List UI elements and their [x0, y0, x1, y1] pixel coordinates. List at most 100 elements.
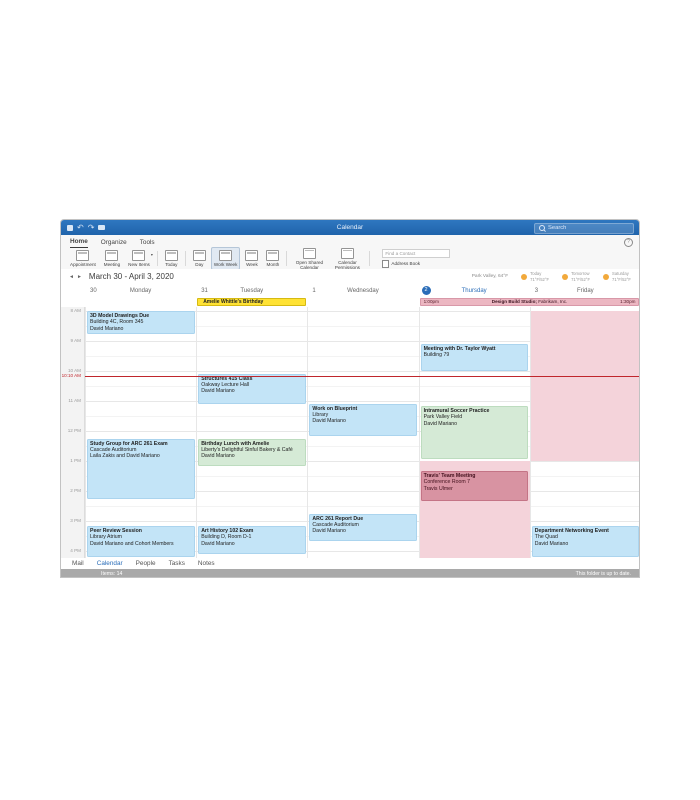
- outlook-window: ↶ ↷ Calendar Search Home Organize Tools ? …: [60, 219, 640, 578]
- group-divider: [369, 251, 371, 266]
- event-location: Park Valley Field: [423, 414, 463, 421]
- hour-line: [85, 311, 639, 312]
- weather-day-text: Tomorrow 71°F/52°F: [571, 271, 590, 281]
- day-column-friday[interactable]: Department Networking Event The Quad David…: [529, 307, 639, 558]
- print-icon[interactable]: [98, 225, 106, 230]
- event-art-history-102-exam[interactable]: Art History 102 Exam Building D, Room D-1…: [198, 526, 306, 554]
- day-column-wednesday[interactable]: Work on Blueprint Library David Mariano ARC…: [307, 307, 418, 558]
- half-hour-line: [85, 506, 639, 507]
- event-structures-415-class[interactable]: Structures 415 Class Oakway Lecture Hall D…: [198, 373, 306, 404]
- meeting-button[interactable]: Meeting: [101, 247, 123, 269]
- new-items-label: New Items: [128, 262, 150, 268]
- day-name: Thursday: [461, 287, 487, 294]
- event-peer-review-session[interactable]: Peer Review Session Library Atrium David M…: [87, 526, 195, 557]
- address-book-button[interactable]: Address Book: [382, 259, 450, 268]
- ribbon-tab-home[interactable]: Home: [70, 238, 88, 248]
- hour-line: [85, 491, 639, 492]
- event-location: Building 79: [423, 351, 450, 358]
- day-column-tuesday[interactable]: Structures 415 Class Oakway Lecture Hall D…: [196, 307, 307, 558]
- calendar-permissions-icon: [340, 247, 354, 259]
- day-header-thursday: 2 Thursday: [419, 284, 530, 297]
- redo-icon[interactable]: ↷: [87, 223, 95, 232]
- event-intramural-soccer-practice[interactable]: Intramural Soccer Practice Park Valley Fi…: [420, 406, 529, 459]
- weather-day-temps: 71°F/52°F: [612, 276, 631, 282]
- next-week-button[interactable]: ►: [76, 273, 82, 280]
- date-navigation-bar: ◄ ► March 30 - April 3, 2020 Park Valley…: [61, 269, 639, 284]
- event-travis-team-meeting[interactable]: Travis' Team Meeting Conference Room 7 Tra…: [420, 471, 529, 501]
- quick-access-toolbar: ↶ ↷: [67, 223, 106, 232]
- module-tab-mail[interactable]: Mail: [72, 560, 84, 567]
- event-title: Structures 415 Class: [201, 375, 253, 382]
- module-tab-people[interactable]: People: [135, 560, 156, 567]
- week-button[interactable]: Week: [242, 247, 261, 269]
- save-icon[interactable]: [67, 224, 73, 231]
- week-label: Week: [246, 262, 258, 268]
- dropdown-caret-icon: ▾: [150, 252, 153, 258]
- event-meeting-with-dr-taylor-wyatt[interactable]: Meeting with Dr. Taylor Wyatt Building 79: [420, 343, 529, 371]
- module-tab-tasks[interactable]: Tasks: [168, 560, 185, 567]
- group-divider: [156, 251, 158, 266]
- time-gutter: 8 AM 9 AM 10 AM 11 AM 12 PM 1 PM 2 PM 3 PM 4 PM 1…: [61, 307, 85, 558]
- month-label: Month: [266, 262, 280, 268]
- event-person: David Mariano: [90, 325, 124, 332]
- weather-day-text: Today 71°F/52°F: [530, 271, 549, 281]
- event-3d-model-drawings-due[interactable]: 3D Model Drawings Due Building 4C, Room 3…: [87, 311, 195, 334]
- ribbon-tab-tools[interactable]: Tools: [139, 239, 155, 246]
- status-bar: Items: 14 This folder is up to date.: [61, 569, 639, 577]
- hour-line: [85, 401, 639, 402]
- current-time-line: [85, 376, 639, 377]
- day-button[interactable]: Day: [190, 247, 209, 269]
- all-day-event-design-build-studio[interactable]: 1:00pm Design Build Studio; Fabrikam, Inc…: [419, 298, 639, 306]
- event-location: Building 4C, Room 345: [90, 319, 144, 326]
- month-icon: [266, 250, 280, 262]
- all-day-event-amelie-whittle-s-birthday[interactable]: Amelie Whittle's Birthday: [197, 298, 306, 306]
- time-label: 8 AM: [70, 308, 81, 313]
- search-box[interactable]: Search: [534, 222, 634, 234]
- weather-day-temps: 71°F/52°F: [571, 276, 591, 282]
- event-birthday-lunch-with-amelie[interactable]: Birthday Lunch with Amelie Liberty's Deli…: [198, 438, 306, 466]
- ribbon: Appointment Meeting ▾ New Items Today Day Work…: [61, 245, 639, 272]
- event-arc-261-report-due[interactable]: ARC 261 Report Due Cascade Auditorium Davi…: [309, 513, 418, 541]
- weather-day-label: Today: [530, 271, 542, 277]
- module-tab-calendar[interactable]: Calendar: [96, 560, 123, 567]
- day-header-friday: 3 Friday: [530, 284, 639, 297]
- day-number: 1: [312, 287, 316, 294]
- date-nav-arrows: ◄ ►: [69, 274, 82, 280]
- appointment-button[interactable]: Appointment: [67, 247, 99, 269]
- find-contact-input[interactable]: Find a Contact: [382, 249, 451, 259]
- month-button[interactable]: Month: [263, 247, 282, 269]
- weather-day-text: Saturday 71°F/52°F: [612, 271, 631, 281]
- time-label: 1 PM: [70, 458, 81, 463]
- day-column-thursday[interactable]: Meeting with Dr. Taylor Wyatt Building 79…: [418, 307, 530, 558]
- day-column-monday[interactable]: 3D Model Drawings Due Building 4C, Room 3…: [85, 307, 196, 558]
- undo-icon[interactable]: ↶: [77, 223, 84, 232]
- search-icon: [539, 225, 545, 231]
- module-tab-notes[interactable]: Notes: [197, 560, 215, 567]
- new-items-button[interactable]: ▾ New Items: [125, 247, 153, 269]
- event-department-networking-event[interactable]: Department Networking Event The Quad David…: [531, 526, 639, 557]
- event-title: Department Networking Event: [534, 528, 609, 534]
- event-work-on-blueprint[interactable]: Work on Blueprint Library David Mariano: [309, 403, 418, 436]
- event-person: David Mariano: [312, 418, 346, 425]
- previous-week-button[interactable]: ◄: [69, 273, 74, 280]
- appointment-icon: [76, 250, 90, 262]
- event-study-group-for-arc-261-exam[interactable]: Study Group for ARC 261 Exam Cascade Audi…: [87, 438, 195, 499]
- event-title: Birthday Lunch with Amelie: [201, 440, 270, 447]
- today-button[interactable]: Today: [162, 247, 181, 269]
- event-person: David Mariano: [201, 388, 235, 395]
- weather-day-saturday: Saturday 71°F/52°F: [603, 271, 631, 282]
- calendar-permissions-button[interactable]: Calendar Permissions: [329, 245, 365, 272]
- event-title: Travis' Team Meeting: [423, 473, 476, 479]
- event-location: Conference Room 7: [423, 479, 471, 486]
- help-icon[interactable]: ?: [624, 238, 633, 247]
- work-week-button[interactable]: Work Week: [210, 247, 241, 270]
- event-person: David Mariano: [534, 540, 569, 547]
- all-day-event-row: Amelie Whittle's Birthday 1:00pm Design Bu…: [61, 297, 639, 308]
- event-location: The Quad: [534, 534, 558, 541]
- new-items-icon: [132, 250, 146, 262]
- ribbon-tab-organize[interactable]: Organize: [100, 239, 127, 246]
- open-shared-calendar-button[interactable]: Open Shared Calendar: [291, 245, 327, 272]
- hour-line: [85, 461, 639, 462]
- event-location: Liberty's Delightful Sinful Bakery & Caf…: [201, 446, 293, 453]
- sync-status: This folder is up to date.: [575, 571, 631, 577]
